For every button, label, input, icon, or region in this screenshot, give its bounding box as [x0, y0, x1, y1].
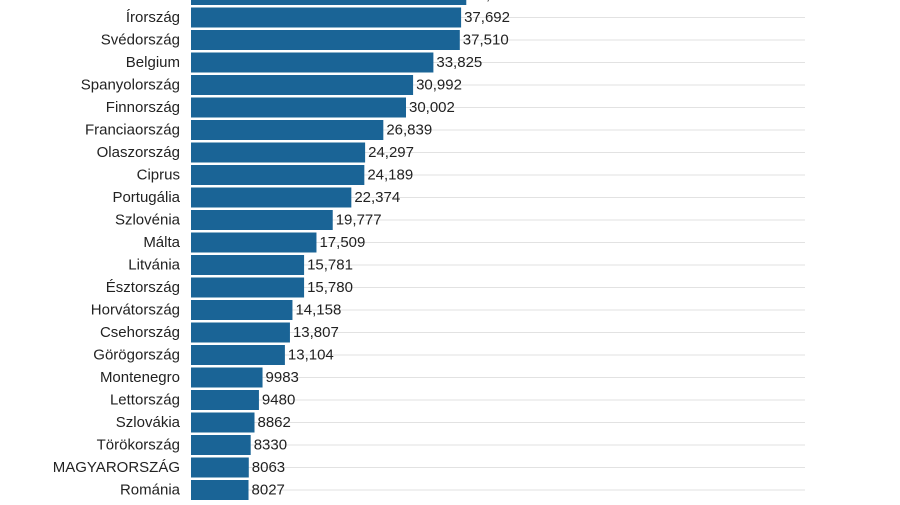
value-label: 24,189: [367, 167, 413, 184]
category-label: Spanyolország: [81, 77, 180, 94]
value-label: 37,510: [463, 32, 509, 49]
bar: [191, 142, 366, 163]
bar: [191, 187, 352, 208]
bar: [191, 52, 434, 73]
value-label: 24,297: [368, 144, 414, 161]
bar: [191, 30, 460, 50]
bar: [191, 232, 317, 253]
bar: [191, 255, 305, 275]
category-label: Svédország: [101, 32, 180, 49]
value-label: 33,825: [436, 54, 482, 71]
value-label: 8330: [254, 437, 287, 454]
value-label: 14,158: [295, 302, 341, 319]
value-label: 13,104: [288, 347, 334, 364]
labels-layer: Hollandia 38,415 Írország 37,692 Svédország 3…: [53, 0, 515, 499]
category-label: Málta: [143, 234, 180, 251]
value-label: 17,509: [319, 234, 365, 251]
value-label: 15,780: [307, 279, 353, 296]
category-label: Szlovénia: [115, 212, 181, 229]
bar: [191, 322, 290, 343]
bars-layer: [191, 0, 467, 500]
value-label: 22,374: [354, 189, 400, 206]
bar: [191, 480, 249, 500]
value-label: 9480: [262, 392, 295, 409]
category-label: Portugália: [112, 189, 180, 206]
bar: [191, 97, 406, 118]
bar: [191, 210, 333, 230]
value-label: 37,692: [464, 9, 510, 26]
value-label: 8063: [252, 459, 285, 476]
category-label: Görögország: [93, 347, 180, 364]
category-label: Montenegro: [100, 369, 180, 386]
category-label: Hollandia: [117, 0, 180, 4]
value-label: 26,839: [386, 122, 432, 139]
bar: [191, 277, 305, 298]
category-label: Észtország: [106, 279, 180, 296]
bar: [191, 7, 462, 28]
value-label: 38,415: [469, 0, 515, 4]
category-label: Franciaország: [85, 122, 180, 139]
bar: [191, 165, 365, 185]
bar: [191, 435, 251, 455]
bar: [191, 345, 285, 365]
value-label: 15,781: [307, 257, 353, 274]
category-label: MAGYARORSZÁG: [53, 459, 180, 476]
value-label: 8862: [258, 414, 291, 431]
category-label: Olaszország: [97, 144, 180, 161]
bar: [191, 300, 293, 320]
value-label: 9983: [266, 369, 299, 386]
category-label: Írország: [126, 9, 180, 26]
category-label: Lettország: [110, 392, 180, 409]
category-label: Románia: [120, 482, 181, 499]
bar: [191, 367, 263, 388]
value-label: 30,002: [409, 99, 455, 116]
value-label: 8027: [252, 482, 285, 499]
category-label: Ciprus: [137, 167, 180, 184]
bar: [191, 412, 255, 433]
category-label: Finnország: [106, 99, 180, 116]
bar: [191, 75, 414, 95]
bar: [191, 0, 467, 5]
bar: [191, 120, 384, 140]
value-label: 19,777: [336, 212, 382, 229]
category-label: Litvánia: [128, 257, 180, 274]
category-label: Törökország: [97, 437, 180, 454]
value-label: 13,807: [293, 324, 339, 341]
category-label: Belgium: [126, 54, 180, 71]
category-label: Szlovákia: [116, 414, 181, 431]
category-label: Horvátország: [91, 302, 180, 319]
bar: [191, 457, 249, 478]
value-label: 30,992: [416, 77, 462, 94]
bar: [191, 390, 259, 410]
category-label: Csehország: [100, 324, 180, 341]
